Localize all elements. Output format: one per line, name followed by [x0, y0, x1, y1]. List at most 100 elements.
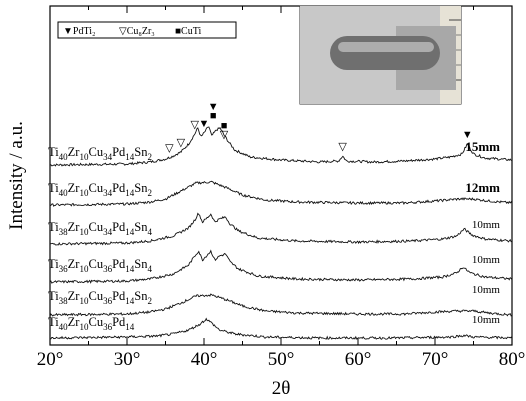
- element-subscript: 14: [125, 188, 135, 198]
- element-symbol: Cu: [88, 181, 103, 195]
- element-subscript: 10: [79, 152, 89, 162]
- element-subscript: 2: [147, 188, 152, 198]
- element-subscript: 38: [59, 296, 69, 306]
- peak-marker: ▽: [220, 129, 229, 141]
- legend-entry: ■CuTi: [175, 26, 201, 37]
- series-2-line: [49, 212, 513, 246]
- element-subscript: 2: [147, 296, 152, 306]
- peak-marker: ■: [210, 110, 217, 122]
- series-3-line: [49, 249, 513, 284]
- x-tick-label: 80°: [499, 349, 526, 370]
- peak-marker: ■: [221, 120, 228, 132]
- element-symbol: Zr: [68, 289, 81, 303]
- element-symbol: Cu: [88, 257, 103, 271]
- element-symbol: Pd: [112, 315, 126, 329]
- element-subscript: 10: [79, 264, 89, 274]
- element-symbol: Cu: [88, 289, 103, 303]
- composition-label: Ti40Zr10Cu36Pd14: [48, 315, 135, 332]
- element-symbol: Cu: [88, 145, 103, 159]
- element-subscript: 34: [103, 152, 113, 162]
- element-symbol: Ti: [48, 145, 59, 159]
- element-symbol: Zr: [68, 145, 81, 159]
- composition-label: Ti40Zr10Cu34Pd14Sn2: [48, 145, 152, 162]
- sample-rod: [330, 36, 440, 70]
- legend-box: [57, 21, 237, 39]
- element-symbol: Sn: [134, 181, 148, 195]
- series-4-line: [49, 293, 513, 317]
- thickness-label: 10mm: [472, 284, 501, 296]
- inset-photo: 3 4: [299, 5, 462, 105]
- element-subscript: 10: [79, 188, 89, 198]
- element-symbol: Cu: [88, 315, 103, 329]
- x-tick-label: 40°: [191, 349, 218, 370]
- peak-marker: ▼: [199, 118, 210, 130]
- element-subscript: 14: [125, 296, 135, 306]
- element-symbol: Zr: [68, 220, 81, 234]
- peak-marker: ▽: [338, 141, 347, 153]
- element-subscript: 10: [79, 227, 89, 237]
- legend-entry: ▽Cu₈Zr₃: [119, 26, 155, 37]
- thickness-label: 10mm: [472, 219, 501, 231]
- x-tick-label: 50°: [268, 349, 295, 370]
- peak-marker: ▼: [208, 101, 219, 113]
- thickness-label: 12mm: [465, 180, 500, 195]
- series-5-line: [49, 317, 513, 341]
- element-subscript: 14: [125, 152, 135, 162]
- series-0-line: [49, 126, 512, 167]
- element-subscript: 14: [125, 227, 135, 237]
- element-subscript: 14: [125, 322, 135, 332]
- element-symbol: Ti: [48, 315, 59, 329]
- composition-label: Ti38Zr10Cu34Pd14Sn4: [48, 220, 152, 237]
- rod-highlight: [338, 42, 434, 52]
- element-subscript: 10: [79, 322, 89, 332]
- element-symbol: Sn: [134, 289, 148, 303]
- peak-marker: ▼: [462, 129, 473, 141]
- element-symbol: Sn: [134, 145, 148, 159]
- thickness-label: 10mm: [472, 254, 501, 266]
- element-symbol: Ti: [48, 257, 59, 271]
- element-symbol: Ti: [48, 181, 59, 195]
- element-symbol: Pd: [112, 289, 126, 303]
- element-subscript: 36: [103, 264, 113, 274]
- element-symbol: Sn: [134, 220, 148, 234]
- peak-marker: ▽: [191, 119, 200, 131]
- y-axis-title: Intensity / a.u.: [6, 121, 27, 230]
- element-subscript: 40: [59, 322, 69, 332]
- element-subscript: 40: [59, 188, 69, 198]
- element-symbol: Pd: [112, 220, 126, 234]
- thickness-label: 15mm: [465, 139, 500, 154]
- peak-marker: ▽: [177, 137, 186, 149]
- series-1-line: [49, 180, 513, 207]
- element-symbol: Zr: [68, 181, 81, 195]
- element-symbol: Pd: [112, 257, 126, 271]
- element-symbol: Pd: [112, 181, 126, 195]
- element-symbol: Sn: [134, 257, 148, 271]
- x-tick-label: 70°: [422, 349, 449, 370]
- element-subscript: 34: [103, 188, 113, 198]
- element-subscript: 36: [103, 296, 113, 306]
- x-tick-label: 20°: [37, 349, 64, 370]
- element-subscript: 10: [79, 296, 89, 306]
- element-symbol: Zr: [68, 315, 81, 329]
- x-axis-title: 2θ: [272, 378, 291, 399]
- composition-label: Ti40Zr10Cu34Pd14Sn2: [48, 181, 152, 198]
- element-subscript: 36: [103, 322, 113, 332]
- element-symbol: Cu: [88, 220, 103, 234]
- element-subscript: 40: [59, 152, 69, 162]
- legend-entry: ▼PdTi₂: [63, 26, 95, 37]
- thickness-label: 10mm: [472, 314, 501, 326]
- element-subscript: 34: [103, 227, 113, 237]
- legend: ▼PdTi₂ ▽Cu₈Zr₃ ■CuTi: [57, 21, 237, 39]
- element-symbol: Pd: [112, 145, 126, 159]
- element-symbol: Zr: [68, 257, 81, 271]
- composition-label: Ti38Zr10Cu36Pd14Sn2: [48, 289, 152, 306]
- element-subscript: 14: [125, 264, 135, 274]
- x-tick-label: 30°: [114, 349, 141, 370]
- composition-label: Ti36Zr10Cu36Pd14Sn4: [48, 257, 152, 274]
- element-subscript: 4: [147, 264, 152, 274]
- element-subscript: 38: [59, 227, 69, 237]
- x-tick-label: 60°: [345, 349, 372, 370]
- element-symbol: Ti: [48, 289, 59, 303]
- element-subscript: 4: [147, 227, 152, 237]
